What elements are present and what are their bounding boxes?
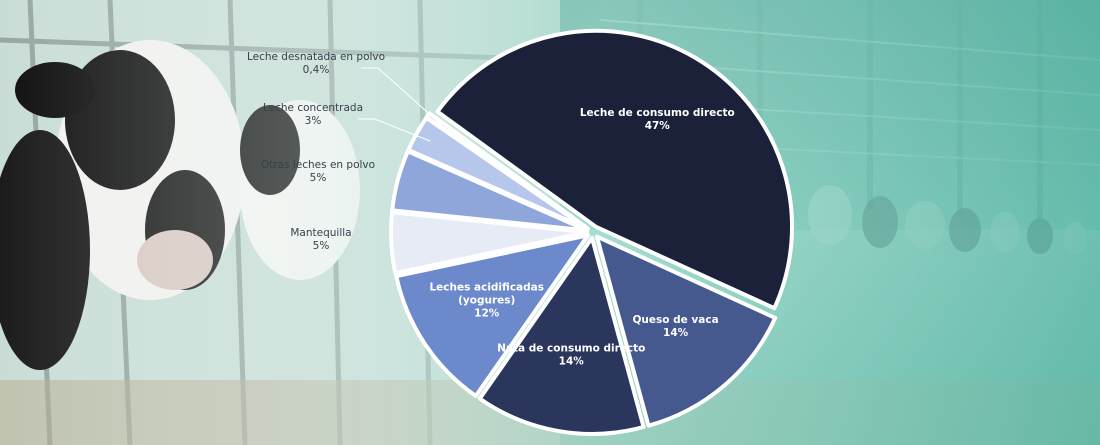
- pie-slice-leches-acidificadas-yogures: [394, 233, 590, 399]
- pie-slice-queso-de-vaca: [594, 234, 778, 428]
- slice-value-label: 14%: [559, 356, 585, 368]
- slice-label-text: Nata de consumo directo: [497, 343, 645, 355]
- slice-label-text: Leches acidificadas: [429, 281, 544, 293]
- pie-slice-leche-de-consumo-directo: [435, 28, 794, 311]
- slice-value-label: 3%: [305, 115, 322, 127]
- slice-label-queso-de-vaca: Queso de vaca 14%: [633, 314, 719, 339]
- slice-label-text: Leche concentrada: [263, 102, 363, 114]
- slice-label-otras-leches-en-polvo: Otras leches en polvo 5%: [261, 159, 375, 184]
- slice-label-leche-de-consumo-directo: Leche de consumo directo 47%: [580, 107, 735, 132]
- slice-label-text: (yogures): [458, 294, 515, 306]
- slice-label-nata-de-consumo-directo: Nata de consumo directo 14%: [497, 343, 645, 368]
- slice-label-text: Otras leches en polvo: [261, 159, 375, 171]
- leader-line-leche-concentrada: [358, 118, 431, 142]
- slice-value-label: 5%: [313, 240, 330, 252]
- slice-label-leche-concentrada: Leche concentrada 3%: [263, 102, 363, 127]
- slice-label-text: Leche desnatada en polvo: [247, 51, 385, 63]
- slice-label-mantequilla: Mantequilla 5%: [290, 227, 351, 252]
- slice-value-label: 47%: [645, 120, 671, 132]
- pie-slice-nata-de-consumo-directo: [477, 235, 646, 436]
- pie-slice-leche-desnatada-en-polvo: [424, 111, 591, 231]
- leader-line-leche-desnatada-en-polvo: [361, 67, 442, 125]
- slice-value-label: 12%: [474, 307, 500, 319]
- slice-label-text: Mantequilla: [290, 227, 351, 239]
- slice-label-text: Leche de consumo directo: [580, 107, 735, 119]
- slice-value-label: 5%: [310, 172, 327, 184]
- slice-label-leches-acidificadas-yogures: Leches acidificadas (yogures) 12%: [429, 281, 544, 319]
- slice-label-leche-desnatada-en-polvo: Leche desnatada en polvo 0,4%: [247, 51, 385, 76]
- slice-value-label: 0,4%: [303, 64, 330, 76]
- slice-label-text: Queso de vaca: [633, 314, 719, 326]
- slice-value-label: 14%: [663, 327, 689, 339]
